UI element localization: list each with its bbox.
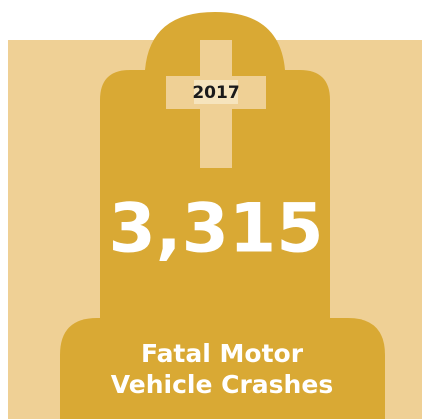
- tombstone-base: [60, 318, 385, 419]
- year: 2017: [192, 83, 239, 103]
- caption-line: Vehicle Crashes: [111, 370, 333, 399]
- caption-line: Fatal Motor: [141, 339, 304, 368]
- tombstone: [100, 12, 330, 330]
- year-box: [194, 80, 238, 104]
- count: 3,315: [108, 190, 323, 269]
